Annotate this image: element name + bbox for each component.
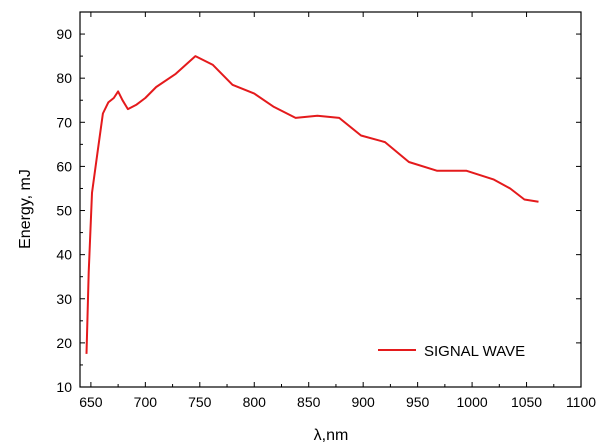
y-tick-label: 50 bbox=[56, 203, 72, 219]
x-tick-label: 750 bbox=[188, 394, 212, 410]
y-axis-label: Energy, mJ bbox=[17, 169, 34, 249]
plot-area bbox=[79, 11, 582, 388]
plot-frame bbox=[79, 11, 582, 388]
legend-label-signal-wave: SIGNAL WAVE bbox=[424, 343, 525, 360]
legend: SIGNAL WAVE bbox=[378, 343, 525, 360]
y-tick-label: 10 bbox=[56, 379, 72, 395]
y-tick-label: 70 bbox=[56, 114, 72, 130]
x-tick-label: 900 bbox=[351, 394, 375, 410]
y-axis-ticks: 10 20 30 40 50 60 70 80 90 bbox=[56, 26, 581, 395]
x-tick-label: 650 bbox=[79, 394, 103, 410]
series-line-signal-wave bbox=[85, 55, 539, 354]
x-tick-label: 1000 bbox=[457, 394, 488, 410]
y-tick-label: 80 bbox=[56, 70, 72, 86]
y-tick-label: 40 bbox=[56, 247, 72, 263]
x-axis-label: λ,nm bbox=[314, 427, 349, 444]
x-axis-ticks: 650 700 750 800 850 900 950 1000 1050 1100 bbox=[79, 12, 596, 410]
y-tick-label: 60 bbox=[56, 158, 72, 174]
x-tick-label: 1100 bbox=[566, 394, 596, 410]
x-tick-label: 1050 bbox=[511, 394, 542, 410]
y-tick-label: 30 bbox=[56, 291, 72, 307]
y-tick-label: 20 bbox=[56, 335, 72, 351]
y-tick-label: 90 bbox=[56, 26, 72, 42]
x-tick-label: 950 bbox=[406, 394, 430, 410]
x-tick-label: 800 bbox=[243, 394, 267, 410]
x-tick-label: 700 bbox=[134, 394, 158, 410]
x-tick-label: 850 bbox=[297, 394, 321, 410]
series-layer bbox=[85, 55, 539, 354]
